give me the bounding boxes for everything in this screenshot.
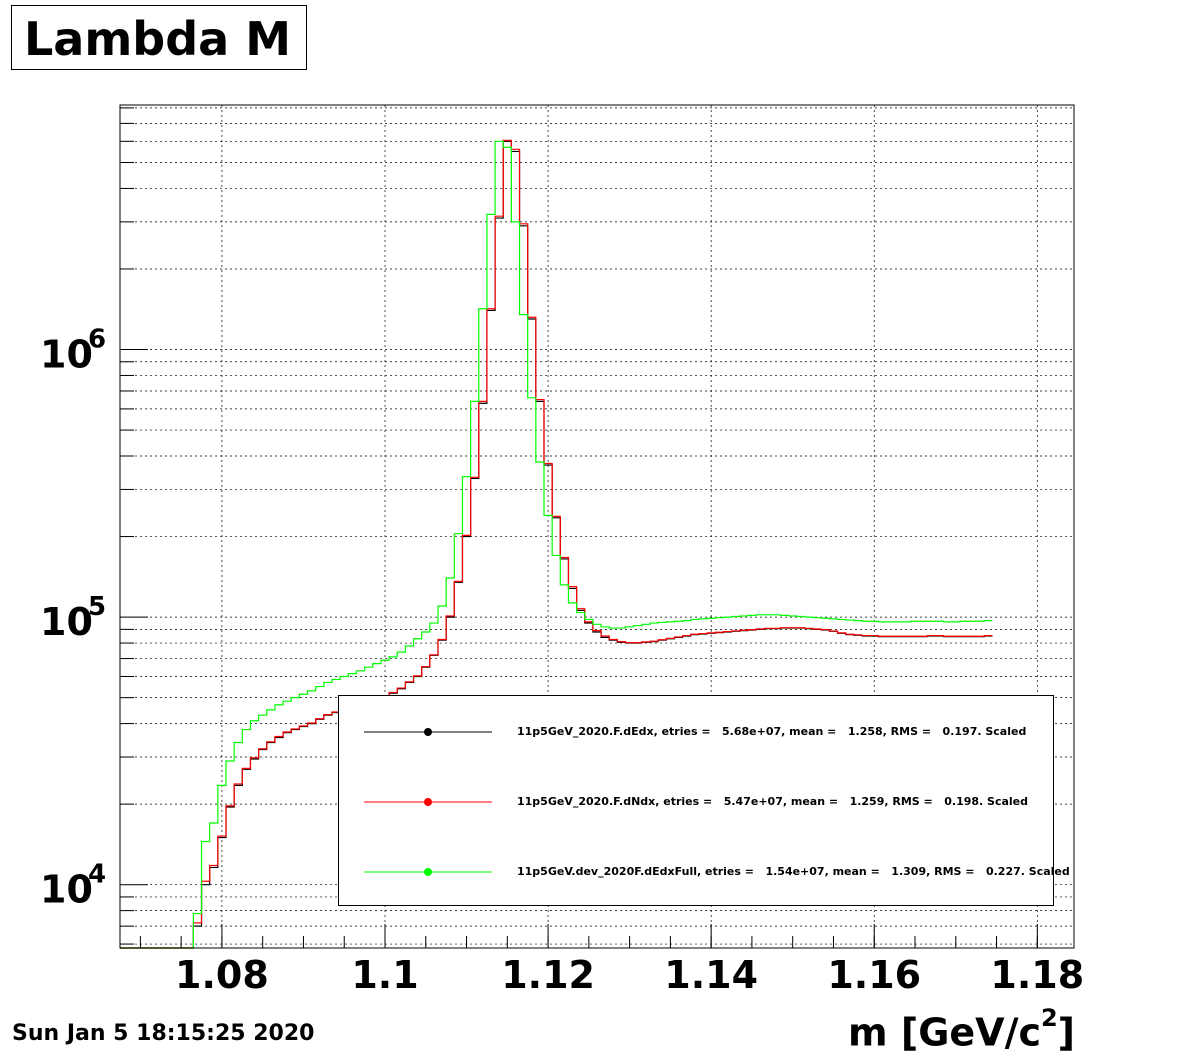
legend-marker-green: [364, 868, 492, 876]
histogram-line-1: [120, 139, 993, 949]
x-axis-label-base: m [GeV/c: [848, 1010, 1041, 1055]
y-tick-label: 104: [40, 860, 106, 912]
histogram-series: [120, 139, 993, 949]
x-tick-label: 1.12: [501, 953, 595, 997]
x-axis-label: m [GeV/c2]: [848, 1004, 1076, 1055]
x-tick-label: 1.14: [664, 953, 758, 997]
x-tick-label: 1.1: [351, 953, 418, 997]
title-box: Lambda M: [11, 5, 307, 70]
legend-marker-black: [364, 728, 492, 736]
x-tick-label: 1.18: [990, 953, 1084, 997]
legend-label-dndx: 11p5GeV_2020.F.dNdx, etries = 5.47e+07, …: [517, 795, 1029, 808]
legend-label-dedxfull: 11p5GeV.dev_2020F.dEdxFull, etries = 1.5…: [517, 865, 1070, 878]
y-tick-label-exponent: 4: [88, 860, 106, 890]
x-tick-label: 1.16: [827, 953, 921, 997]
y-tick-label-base: 10: [40, 868, 93, 912]
histogram-line-2: [120, 140, 993, 949]
y-tick-label: 106: [40, 325, 106, 377]
legend: 11p5GeV_2020.F.dEdx, etries = 5.68e+07, …: [338, 695, 1070, 906]
x-tick-label: 1.08: [175, 953, 269, 997]
x-axis-label-close: ]: [1057, 1010, 1076, 1055]
y-tick-label-base: 10: [40, 333, 93, 377]
y-tick-label: 105: [40, 592, 106, 644]
x-axis-label-exponent: 2: [1040, 1004, 1058, 1032]
datestamp: Sun Jan 5 18:15:25 2020: [12, 1021, 315, 1046]
legend-entry-dedxfull: 11p5GeV.dev_2020F.dEdxFull, etries = 1.5…: [339, 862, 1070, 882]
plot-frame: [119, 104, 1075, 949]
legend-entry-dndx: 11p5GeV_2020.F.dNdx, etries = 5.47e+07, …: [339, 792, 1055, 812]
y-tick-label-exponent: 6: [88, 325, 106, 355]
chart-title: Lambda M: [24, 12, 291, 66]
legend-entry-dedx: 11p5GeV_2020.F.dEdx, etries = 5.68e+07, …: [339, 722, 1055, 742]
axis-ticks: [120, 107, 1038, 948]
legend-marker-red: [364, 798, 492, 806]
legend-label-dedx: 11p5GeV_2020.F.dEdx, etries = 5.68e+07, …: [517, 725, 1027, 738]
grid-lines: [120, 105, 1074, 948]
y-tick-label-exponent: 5: [88, 592, 106, 622]
y-tick-label-base: 10: [40, 600, 93, 644]
